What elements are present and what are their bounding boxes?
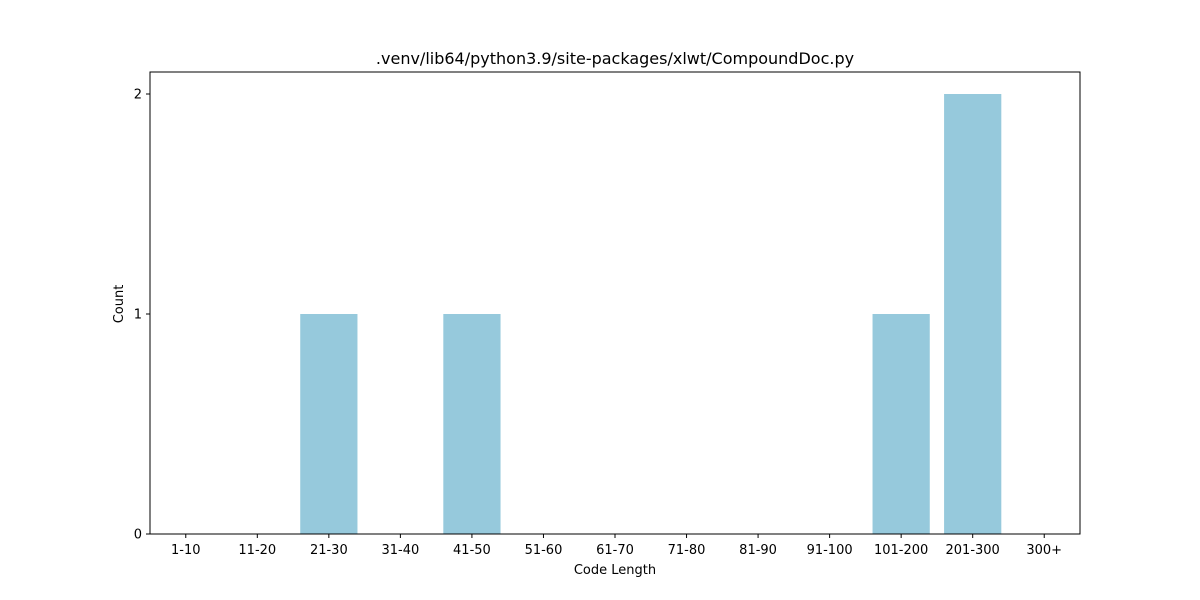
x-tick-label: 1-10 [171, 543, 201, 558]
y-tick-label: 1 [134, 308, 142, 323]
x-tick-label: 101-200 [874, 543, 928, 558]
bars-group [300, 94, 1002, 534]
x-tick-label: 91-100 [807, 543, 853, 558]
bar-101-200 [872, 314, 930, 534]
x-tick-label: 31-40 [381, 543, 419, 558]
x-tick-label: 61-70 [596, 543, 634, 558]
x-axis-title: Code Length [574, 563, 656, 578]
bar-21-30 [300, 314, 358, 534]
x-tick-label: 41-50 [453, 543, 491, 558]
x-tick-label: 81-90 [739, 543, 777, 558]
y-axis-ticks: 0 1 2 [134, 88, 150, 543]
x-tick-label: 11-20 [238, 543, 276, 558]
chart-title: .venv/lib64/python3.9/site-packages/xlwt… [376, 49, 854, 68]
y-tick-label: 0 [134, 528, 142, 543]
y-axis-title: Count [112, 285, 127, 324]
x-tick-label: 201-300 [946, 543, 1000, 558]
x-tick-label: 51-60 [525, 543, 563, 558]
y-tick-label: 2 [134, 88, 142, 103]
bar-41-50 [443, 314, 501, 534]
plot-frame [149, 71, 1081, 535]
x-tick-label: 21-30 [310, 543, 348, 558]
x-tick-label: 300+ [1026, 543, 1062, 558]
x-axis-ticks: 1-10 11-20 21-30 31-40 41-50 51-60 61-70 71-80 8… [171, 534, 1062, 558]
x-tick-label: 71-80 [668, 543, 706, 558]
bar-201-300 [944, 94, 1002, 534]
